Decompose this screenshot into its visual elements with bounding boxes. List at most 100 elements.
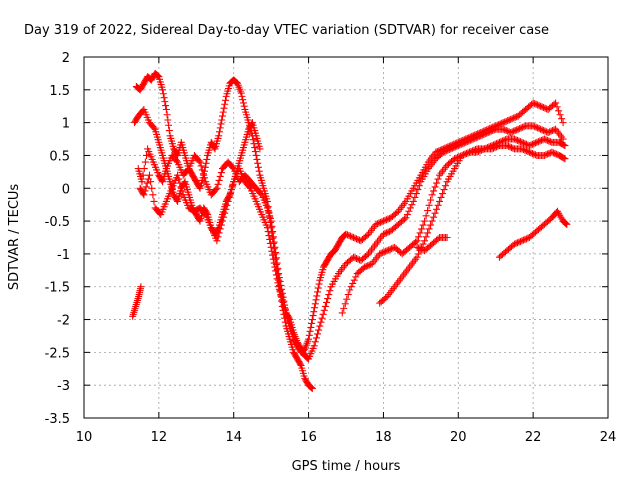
data-point: [538, 103, 546, 111]
data-point: [346, 286, 354, 294]
data-point: [381, 216, 389, 224]
data-point: [377, 249, 385, 257]
data-point: [507, 144, 515, 152]
data-point: [525, 142, 533, 150]
data-point: [150, 124, 158, 132]
x-tick-label: 18: [375, 430, 392, 445]
data-point: [196, 158, 204, 166]
data-point: [499, 125, 507, 133]
y-tick-label: 1: [62, 117, 70, 132]
data-point: [352, 255, 360, 263]
data-point: [384, 215, 392, 223]
data-point: [164, 116, 172, 124]
y-tick-label: -2: [57, 314, 70, 329]
grid-lines: [84, 57, 608, 418]
data-point: [431, 209, 439, 217]
data-point: [239, 96, 247, 104]
data-point: [550, 126, 558, 134]
y-tick-label: 0.5: [49, 149, 70, 164]
data-point: [561, 155, 569, 163]
data-point: [254, 159, 262, 167]
data-marks: [129, 69, 571, 392]
data-point: [153, 71, 161, 79]
data-point: [499, 119, 507, 127]
data-point: [543, 105, 551, 113]
data-point: [139, 171, 147, 179]
data-point: [400, 215, 408, 223]
data-point: [311, 300, 319, 308]
data-point: [178, 187, 186, 195]
data-point: [430, 213, 438, 221]
data-point: [217, 120, 225, 128]
data-point: [338, 309, 346, 317]
data-point: [521, 146, 529, 154]
data-point: [510, 135, 518, 143]
data-point: [141, 158, 149, 166]
data-point: [173, 196, 181, 204]
data-point: [501, 126, 509, 134]
series-sat-b: [132, 69, 316, 392]
data-point: [433, 148, 441, 156]
data-point: [308, 316, 316, 324]
data-point: [531, 151, 539, 159]
data-point: [251, 148, 259, 156]
data-point: [217, 221, 225, 229]
data-point: [519, 236, 527, 244]
data-point: [451, 155, 459, 163]
data-point: [477, 132, 485, 140]
data-point: [379, 217, 387, 225]
data-point: [271, 263, 279, 271]
x-tick-label: 16: [300, 430, 317, 445]
data-point: [324, 295, 332, 303]
data-point: [552, 99, 560, 107]
data-point: [497, 138, 505, 146]
data-point: [213, 237, 221, 245]
plot-frame: [83, 56, 609, 419]
data-point: [376, 218, 384, 226]
data-point: [510, 114, 518, 122]
data-point: [448, 144, 456, 152]
data-point: [531, 139, 539, 147]
data-point: [537, 125, 545, 133]
data-point: [296, 360, 304, 368]
data-point: [456, 141, 464, 149]
y-tick-label: 0: [62, 182, 70, 197]
series-sat-a: [131, 106, 264, 238]
data-point: [519, 139, 527, 147]
data-point: [264, 228, 272, 236]
x-tick-label: 24: [600, 430, 617, 445]
data-point: [434, 235, 442, 243]
data-point: [269, 251, 277, 259]
data-point: [531, 123, 539, 131]
data-point: [459, 140, 467, 148]
data-point: [415, 244, 423, 252]
data-point: [238, 92, 246, 100]
data-point: [447, 145, 455, 153]
data-point: [487, 127, 495, 135]
data-point: [263, 224, 271, 232]
x-tick-label: 10: [76, 430, 93, 445]
data-point: [503, 142, 511, 150]
data-point: [489, 141, 497, 149]
data-point: [535, 125, 543, 133]
data-point: [543, 150, 551, 158]
data-point: [414, 186, 422, 194]
data-point: [214, 180, 222, 188]
data-point: [533, 138, 541, 146]
data-point: [531, 100, 539, 108]
data-point: [416, 229, 424, 237]
data-point: [434, 175, 442, 183]
data-point: [344, 291, 352, 299]
data-point: [214, 233, 222, 241]
chart-title: Day 319 of 2022, Sidereal Day-to-day VTE…: [24, 23, 549, 38]
data-point: [310, 308, 318, 316]
data-point: [351, 234, 359, 242]
data-point: [308, 384, 316, 392]
data-point: [434, 201, 442, 209]
data-point: [461, 150, 469, 158]
data-point: [239, 99, 247, 107]
data-point: [384, 228, 392, 236]
data-point: [250, 140, 258, 148]
data-point: [165, 127, 173, 135]
data-point: [511, 113, 519, 121]
